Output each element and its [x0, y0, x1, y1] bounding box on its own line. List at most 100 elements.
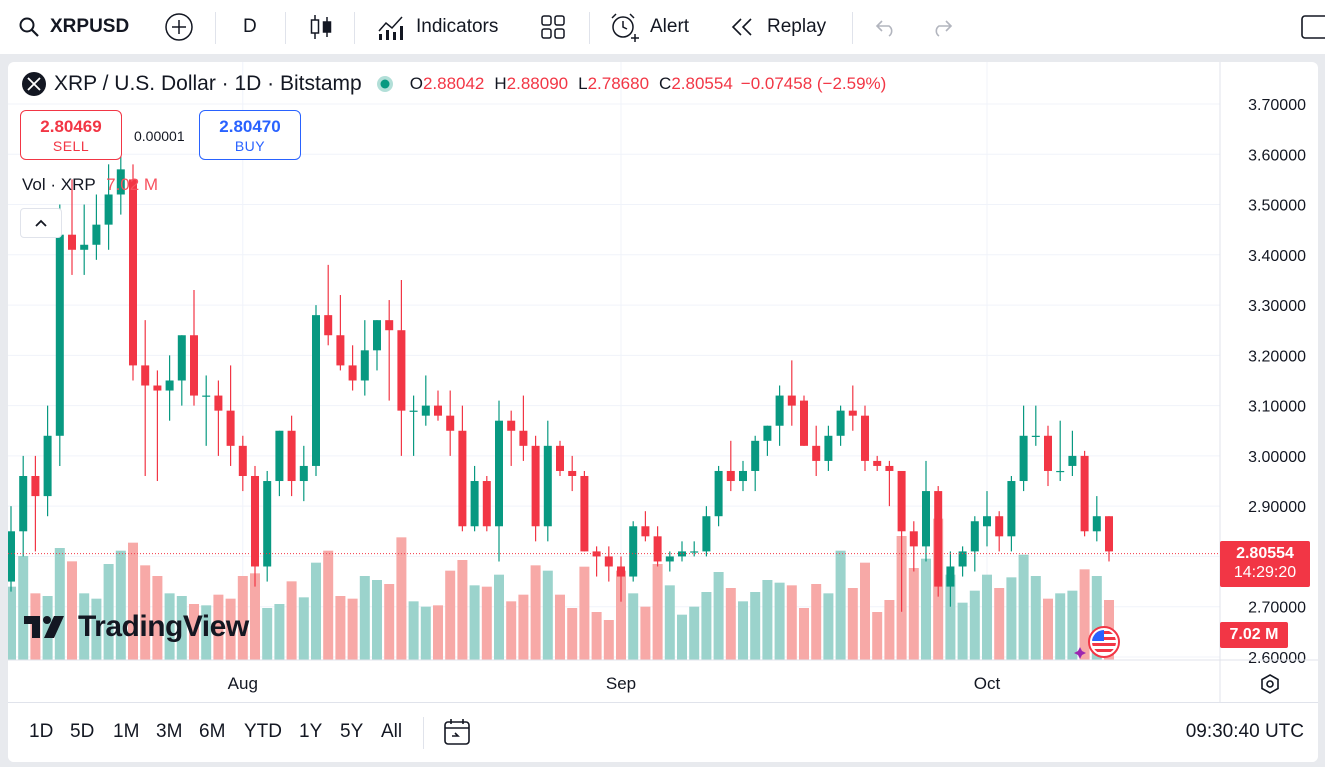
- candle-body: [129, 179, 137, 366]
- candle-body: [299, 465, 308, 482]
- layouts-button[interactable]: [540, 0, 566, 54]
- alert-button[interactable]: Alert: [608, 0, 689, 54]
- candle-body: [373, 320, 381, 351]
- candle-body: [836, 410, 845, 436]
- change-value: −0.07458 (−2.59%): [740, 74, 887, 93]
- chart-type-button[interactable]: [308, 0, 334, 54]
- candle-body: [1105, 516, 1113, 552]
- volume-bar: [128, 542, 138, 660]
- replay-button[interactable]: Replay: [729, 0, 826, 54]
- candle-body: [104, 194, 113, 225]
- candle-body: [702, 516, 711, 552]
- volume-bar: [433, 605, 443, 660]
- candle-body: [275, 430, 284, 482]
- candle-body: [678, 551, 686, 557]
- candle-body: [604, 556, 613, 567]
- compare-button[interactable]: [164, 0, 194, 54]
- range-5y-button[interactable]: 5Y: [340, 721, 364, 742]
- volume-bar: [542, 570, 553, 660]
- candle-body: [68, 234, 76, 250]
- range-1m-button[interactable]: 1M: [113, 721, 140, 742]
- sell-button[interactable]: 2.80469 SELL: [20, 110, 122, 160]
- range-all-button[interactable]: All: [381, 721, 403, 742]
- redo-button[interactable]: [930, 0, 954, 54]
- volume-bar: [457, 560, 468, 660]
- volume-bar: [298, 597, 309, 660]
- candle-body: [556, 445, 564, 471]
- tradingview-wordmark: TradingView: [78, 610, 249, 643]
- range-5d-button[interactable]: 5D: [70, 721, 95, 742]
- volume-bar: [835, 550, 846, 660]
- volume-bar: [311, 562, 321, 660]
- undo-button[interactable]: [874, 0, 898, 54]
- volume-bar: [189, 604, 199, 660]
- candle-body: [80, 244, 89, 250]
- sell-label: SELL: [52, 137, 90, 154]
- fullscreen-button[interactable]: [1300, 0, 1325, 54]
- volume-bar: [652, 564, 663, 660]
- candle-body: [958, 551, 967, 567]
- indicators-label: Indicators: [416, 16, 499, 37]
- candles: [8, 144, 1220, 612]
- interval-button[interactable]: D: [243, 0, 257, 54]
- candle-body: [324, 315, 333, 336]
- volume-bar: [18, 556, 29, 660]
- market-open-dot-icon: [376, 76, 393, 92]
- volume-bar: [750, 592, 761, 660]
- time-axis-label: Aug: [228, 674, 258, 693]
- symbol-legend: XRP / U.S. Dollar · 1D · Bitstamp O 2.880…: [22, 72, 886, 96]
- candle-body: [446, 415, 455, 431]
- bottom-toolbar: 1D 5D 1M 3M 6M YTD 1Y 5Y All 09:30:40 UT…: [8, 702, 1318, 762]
- volume-bar: [1030, 576, 1041, 660]
- buy-label: BUY: [234, 137, 266, 154]
- toolbar-divider: [589, 12, 590, 44]
- rewind-icon: [731, 18, 752, 36]
- goto-date-button[interactable]: [442, 717, 472, 752]
- candle-body: [434, 405, 442, 416]
- volume-bar: [994, 588, 1005, 660]
- candle-body: [385, 320, 394, 331]
- volume-bar: [8, 586, 16, 660]
- range-1d-button[interactable]: 1D: [29, 721, 54, 742]
- utc-clock[interactable]: 09:30:40 UTC: [1185, 721, 1304, 742]
- volume-legend: Vol · XRP 7.02 M: [22, 175, 158, 195]
- volume-bar: [347, 598, 358, 660]
- low-value: 2.78680: [587, 74, 650, 93]
- range-ytd-button[interactable]: YTD: [244, 721, 282, 742]
- tradingview-mark-icon: [24, 616, 64, 638]
- collapse-legend-button[interactable]: [20, 208, 62, 238]
- candle-body: [153, 385, 162, 391]
- volume-bar: [79, 593, 90, 660]
- volume-bar: [884, 600, 895, 660]
- tradingview-logo[interactable]: TradingView: [24, 610, 249, 644]
- volume-bar: [67, 561, 77, 660]
- volume-bar: [908, 568, 919, 660]
- symbol-label: XRPUSD: [50, 16, 130, 37]
- alarm-clock-icon: [611, 13, 639, 42]
- range-3m-button[interactable]: 3M: [156, 721, 183, 742]
- range-1y-button[interactable]: 1Y: [299, 721, 323, 742]
- candle-body: [873, 460, 882, 466]
- candle-body: [165, 380, 174, 391]
- symbol-search-button[interactable]: XRPUSD: [18, 0, 129, 54]
- candle-body: [92, 224, 101, 245]
- candle-body: [934, 491, 943, 587]
- buy-button[interactable]: 2.80470 BUY: [199, 110, 301, 160]
- candle-body: [1056, 470, 1065, 473]
- toolbar-divider: [215, 12, 216, 44]
- candle-body: [8, 531, 15, 582]
- range-6m-button[interactable]: 6M: [199, 721, 226, 742]
- volume-bar: [396, 537, 407, 660]
- candle-body: [531, 445, 540, 527]
- volume-bar: [359, 576, 370, 660]
- candle-body: [543, 445, 552, 527]
- price-chart[interactable]: 2.600002.700002.800002.900003.000003.100…: [8, 62, 1318, 702]
- country-flag-icon[interactable]: [1072, 625, 1122, 664]
- candle-body: [812, 445, 821, 461]
- indicators-button[interactable]: Indicators: [376, 0, 498, 54]
- chart-settings-button[interactable]: [1259, 673, 1281, 700]
- candle-body: [409, 410, 418, 412]
- volume-bar: [1043, 598, 1053, 660]
- volume-bar: [530, 565, 541, 660]
- volume-bar: [677, 614, 687, 660]
